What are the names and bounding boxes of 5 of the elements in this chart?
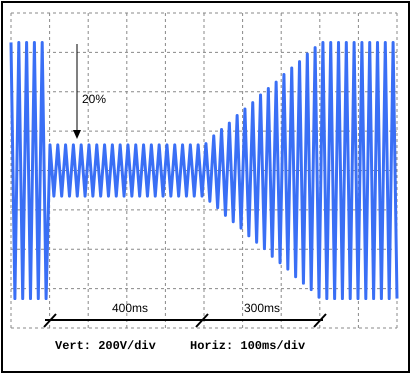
text: 300ms xyxy=(244,301,280,315)
text: Vert: 200V/div xyxy=(55,339,156,353)
text: 400ms xyxy=(112,301,148,315)
text: Horiz: 100ms/div xyxy=(190,339,306,353)
annotation: 20% xyxy=(82,92,106,106)
